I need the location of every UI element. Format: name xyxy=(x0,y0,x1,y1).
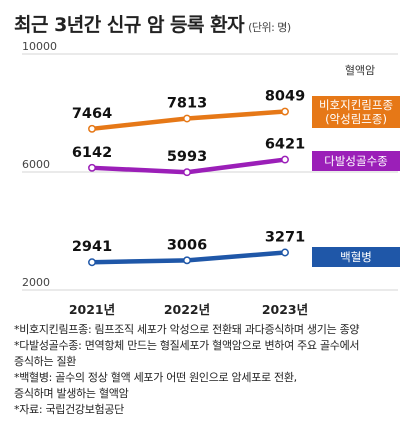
unit-label: (단위: 명) xyxy=(248,21,291,34)
series-label: 비호지킨림프종 xyxy=(319,98,393,112)
footnotes: *비호지킨림프종: 림프조직 세포가 악성으로 전환돼 과다증식하며 생기는 종… xyxy=(14,322,414,418)
data-point xyxy=(88,124,96,133)
line-chart: 10000 6000 2000 2021년 2022년 2023년 혈액암 7464 7813 8… xyxy=(22,40,400,317)
y-tick-label: 10000 xyxy=(22,40,57,53)
series-label-box xyxy=(312,151,400,171)
chart-title: 최근 3년간 신규 암 등록 환자 (단위: 명) xyxy=(14,10,291,37)
data-label: 5993 xyxy=(167,149,207,165)
series-label: 백혈병 xyxy=(340,250,372,264)
footnote-line: *백혈병: 골수의 정상 혈액 세포가 어떤 원인으로 암세포로 전환, xyxy=(14,371,297,384)
x-tick-label: 2022년 xyxy=(164,302,210,317)
data-point xyxy=(281,107,289,116)
data-label: 6421 xyxy=(265,137,305,153)
footnote-line: *비호지킨림프종: 림프조직 세포가 악성으로 전환돼 과다증식하며 생기는 종… xyxy=(14,323,360,336)
x-tick-label: 2021년 xyxy=(69,302,115,317)
footnote-line: 증식하며 발생하는 혈액암 xyxy=(14,387,129,400)
series-label: 다발성골수종 xyxy=(324,154,387,168)
footnote-line: 증식하는 질환 xyxy=(14,355,77,368)
data-label: 8049 xyxy=(265,89,305,105)
data-point xyxy=(281,155,289,164)
data-point xyxy=(88,258,96,267)
footnote-line: *자료: 국립건강보험공단 xyxy=(14,403,125,416)
data-label: 7464 xyxy=(72,106,112,122)
data-label: 7813 xyxy=(167,96,207,112)
data-label: 6142 xyxy=(72,145,112,161)
data-point xyxy=(183,114,191,123)
chart-title-text: 최근 3년간 신규 암 등록 환자 xyxy=(14,14,245,36)
data-label: 3271 xyxy=(265,230,305,246)
data-point xyxy=(183,256,191,265)
series-label-box xyxy=(312,96,400,128)
data-point xyxy=(88,163,96,172)
footnote-line: *다발성골수종: 면역항체 만드는 형질세포가 혈액암으로 변하여 주요 골수에… xyxy=(14,339,360,352)
data-point xyxy=(183,168,191,177)
data-point xyxy=(281,248,289,257)
y-tick-label: 6000 xyxy=(22,158,50,171)
series-label: (악성림프종) xyxy=(325,112,387,126)
y-tick-label: 2000 xyxy=(22,276,50,289)
series-label-box xyxy=(312,247,400,267)
data-label: 2941 xyxy=(72,239,112,255)
x-tick-label: 2023년 xyxy=(262,302,308,317)
legend-title: 혈액암 xyxy=(345,63,375,77)
data-label: 3006 xyxy=(167,237,207,253)
